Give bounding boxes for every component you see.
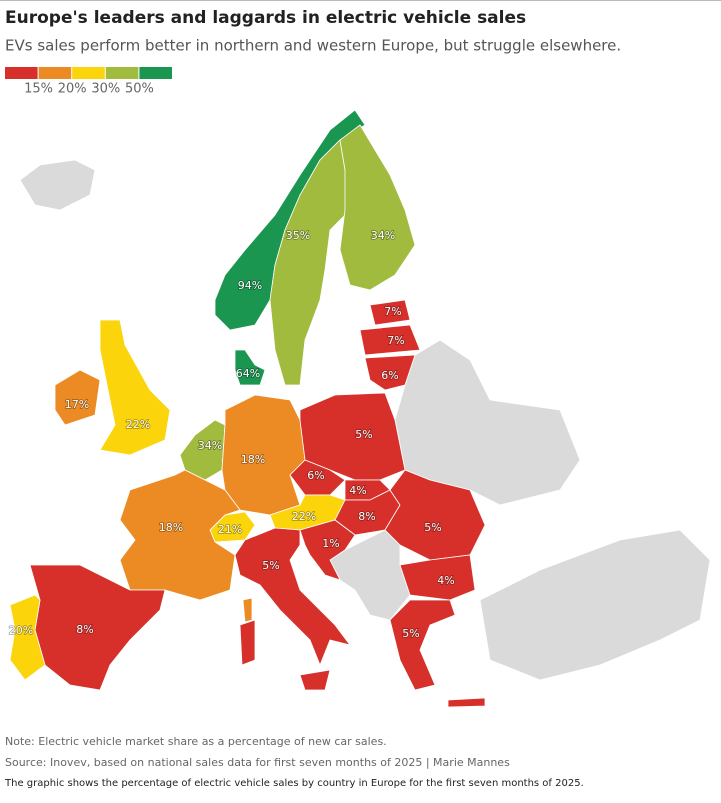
region-label: 64% <box>236 367 260 380</box>
country <box>339 124 416 291</box>
region-label: 6% <box>307 469 324 482</box>
country <box>447 697 486 708</box>
region-label: 5% <box>402 627 419 640</box>
region-label: 8% <box>76 623 93 636</box>
country <box>242 597 253 623</box>
region-label: 22% <box>126 418 150 431</box>
country <box>364 354 416 391</box>
legend-label: 20% <box>58 82 87 97</box>
map <box>9 109 711 708</box>
legend-swatch <box>105 67 139 79</box>
region-label: 6% <box>381 369 398 382</box>
country <box>299 519 356 581</box>
country <box>119 469 241 601</box>
country <box>389 599 456 691</box>
legend: 15% 20% 30% 50% <box>5 67 172 97</box>
region-label: 17% <box>65 398 89 411</box>
region-label: 22% <box>292 510 316 523</box>
land <box>479 529 711 681</box>
region-label: 7% <box>387 334 404 347</box>
country <box>54 369 101 426</box>
region-label: 5% <box>424 521 441 534</box>
region-label: 20% <box>9 624 33 637</box>
country <box>299 669 331 691</box>
region-label: 4% <box>437 574 454 587</box>
legend-swatch <box>139 67 172 79</box>
land <box>19 159 96 211</box>
legend-swatch <box>5 67 38 79</box>
region-label: 1% <box>322 537 339 550</box>
legend-label: 50% <box>125 82 154 97</box>
region-label: 18% <box>159 521 183 534</box>
note: Note: Electric vehicle market share as a… <box>5 735 387 748</box>
region-label: 34% <box>198 439 222 452</box>
caption: The graphic shows the percentage of elec… <box>4 778 584 789</box>
region-label: 5% <box>355 428 372 441</box>
region-label: 21% <box>218 523 242 536</box>
country <box>269 139 356 386</box>
legend-swatch <box>72 67 105 79</box>
legend-label: 30% <box>91 82 120 97</box>
legend-swatch <box>38 67 72 79</box>
region-label: 5% <box>262 559 279 572</box>
region-label: 8% <box>358 510 375 523</box>
title: Europe's leaders and laggards in electri… <box>5 8 526 28</box>
legend-label: 15% <box>24 82 53 97</box>
region-label: 94% <box>238 279 262 292</box>
region-label: 7% <box>384 305 401 318</box>
country <box>99 319 171 456</box>
country <box>9 594 46 681</box>
country <box>359 324 421 356</box>
region-label: 4% <box>349 484 366 497</box>
country <box>399 554 476 601</box>
region-label: 35% <box>286 229 310 242</box>
region-label: 34% <box>371 229 395 242</box>
country <box>234 527 351 667</box>
country <box>234 349 266 386</box>
country <box>239 619 256 666</box>
map-labels: 94% 35% 34% 64% 7% 7% 6% 17% 22% 34% 18%… <box>8 228 456 641</box>
subtitle: EVs sales perform better in northern and… <box>5 37 621 55</box>
source: Source: Inovev, based on national sales … <box>5 756 510 769</box>
region-label: 18% <box>241 453 265 466</box>
country <box>369 299 411 326</box>
